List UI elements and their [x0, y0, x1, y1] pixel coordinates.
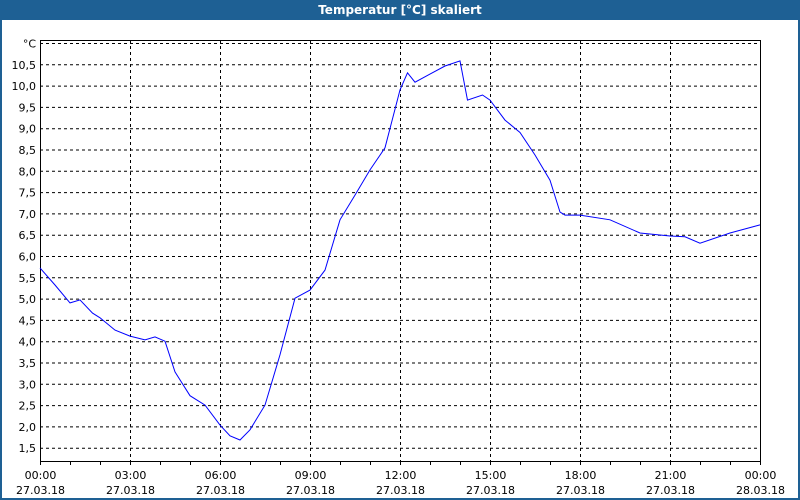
x-tick-date: 27.03.18 — [106, 484, 155, 497]
x-tick-date: 27.03.18 — [286, 484, 335, 497]
x-tick-time: 03:00 — [115, 469, 147, 482]
x-tick-time: 06:00 — [205, 469, 237, 482]
x-tick-date: 27.03.18 — [466, 484, 515, 497]
y-tick-label: 1,5 — [19, 442, 37, 455]
x-tick-time: 15:00 — [475, 469, 507, 482]
y-tick-label: 5,5 — [19, 272, 37, 285]
y-tick-label: 10,5 — [12, 59, 37, 72]
x-tick-time: 21:00 — [655, 469, 687, 482]
y-tick-label: 4,5 — [19, 314, 37, 327]
temperature-line — [39, 60, 761, 441]
y-tick-label: 9,5 — [19, 101, 37, 114]
x-tick-time: 12:00 — [385, 469, 417, 482]
y-tick-label: 8,0 — [19, 165, 37, 178]
y-tick-label: 3,0 — [19, 378, 37, 391]
x-tick-date: 27.03.18 — [376, 484, 425, 497]
y-tick-label: 6,5 — [19, 229, 37, 242]
x-tick-date: 27.03.18 — [646, 484, 695, 497]
x-tick-date: 27.03.18 — [556, 484, 605, 497]
y-tick-label: 7,5 — [19, 187, 37, 200]
x-tick-time: 00:00 — [745, 469, 777, 482]
plot-frame — [40, 40, 761, 462]
x-tick-time: 00:00 — [25, 469, 57, 482]
y-tick-label: 7,0 — [19, 208, 37, 221]
y-tick-label: 9,0 — [19, 123, 37, 136]
y-tick-label: 2,0 — [19, 421, 37, 434]
x-tick-date: 28.03.18 — [736, 484, 785, 497]
y-tick-label: 3,5 — [19, 357, 37, 370]
y-tick-label: 10,0 — [12, 80, 37, 93]
y-tick-label: 5,0 — [19, 293, 37, 306]
x-tick-time: 09:00 — [295, 469, 327, 482]
y-tick-label: 4,0 — [19, 336, 37, 349]
x-tick-date: 27.03.18 — [196, 484, 245, 497]
x-tick-time: 18:00 — [565, 469, 597, 482]
y-tick-label: 8,5 — [19, 144, 37, 157]
y-tick-label: 2,5 — [19, 400, 37, 413]
x-tick-date: 27.03.18 — [16, 484, 65, 497]
window-title: Temperatur [°C] skaliert — [318, 3, 482, 17]
y-axis-unit: °C — [23, 38, 37, 51]
y-tick-label: 6,0 — [19, 251, 37, 264]
